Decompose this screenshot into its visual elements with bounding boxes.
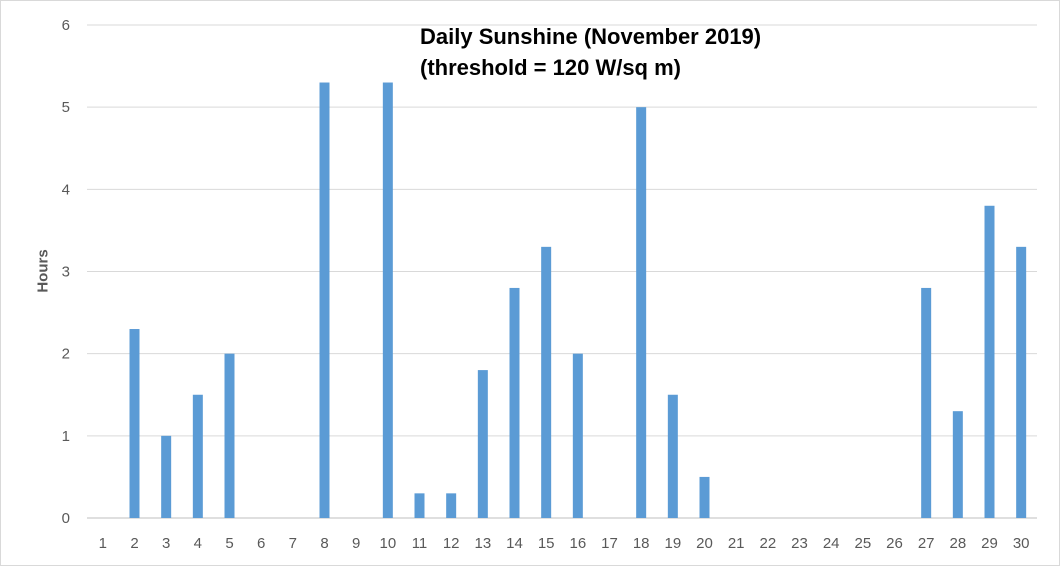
bar-day-10	[382, 82, 393, 519]
x-tick-label: 5	[225, 535, 233, 552]
x-tick-label: 2	[130, 535, 138, 552]
x-tick-label: 17	[601, 535, 618, 552]
bar-day-14	[509, 287, 520, 518]
y-tick-label: 6	[62, 17, 70, 34]
y-tick-label: 2	[62, 346, 70, 363]
x-tick-label: 18	[633, 535, 650, 552]
x-tick-label: 12	[443, 535, 460, 552]
x-tick-label: 22	[759, 535, 776, 552]
x-tick-label: 9	[352, 535, 360, 552]
bar-day-18	[636, 107, 647, 519]
x-tick-label: 1	[99, 535, 107, 552]
y-tick-label: 4	[62, 181, 70, 198]
x-tick-label: 14	[506, 535, 523, 552]
bar-day-15	[541, 246, 552, 518]
x-tick-label: 21	[728, 535, 745, 552]
bar-day-3	[161, 435, 172, 518]
x-tick-label: 26	[886, 535, 903, 552]
x-tick-label: 4	[194, 535, 202, 552]
bar-day-13	[477, 370, 488, 518]
x-tick-label: 27	[918, 535, 935, 552]
x-tick-label: 20	[696, 535, 713, 552]
bar-day-28	[952, 411, 963, 518]
x-tick-label: 16	[569, 535, 586, 552]
x-tick-label: 29	[981, 535, 998, 552]
x-tick-label: 8	[320, 535, 328, 552]
bar-day-5	[224, 353, 235, 518]
x-tick-label: 15	[538, 535, 555, 552]
bar-day-19	[667, 394, 678, 518]
x-tick-label: 7	[289, 535, 297, 552]
bar-day-29	[984, 205, 995, 518]
y-tick-label: 0	[62, 510, 70, 527]
bar-day-2	[129, 329, 140, 518]
y-tick-label: 3	[62, 264, 70, 281]
x-tick-label: 23	[791, 535, 808, 552]
bar-day-8	[319, 82, 330, 519]
bar-day-27	[921, 287, 932, 518]
bar-day-20	[699, 476, 710, 518]
x-tick-label: 10	[379, 535, 396, 552]
x-tick-label: 6	[257, 535, 265, 552]
x-tick-label: 3	[162, 535, 170, 552]
x-tick-label: 25	[854, 535, 871, 552]
x-tick-label: 13	[474, 535, 491, 552]
bar-day-12	[446, 493, 457, 518]
x-tick-label: 19	[664, 535, 681, 552]
bar-day-11	[414, 493, 425, 518]
bar-day-16	[572, 353, 583, 518]
x-tick-label: 11	[412, 535, 428, 552]
x-tick-label: 24	[823, 535, 840, 552]
y-tick-label: 1	[62, 428, 70, 445]
x-tick-label: 28	[949, 535, 966, 552]
bar-day-4	[192, 394, 203, 518]
chart-title-line-2: (threshold = 120 W/sq m)	[420, 55, 681, 80]
x-tick-label: 30	[1013, 535, 1030, 552]
bar-day-30	[1016, 246, 1027, 518]
chart-title: Daily Sunshine (November 2019) (threshol…	[420, 21, 761, 83]
chart-title-line-1: Daily Sunshine (November 2019)	[420, 24, 762, 49]
y-tick-label: 5	[62, 99, 70, 116]
